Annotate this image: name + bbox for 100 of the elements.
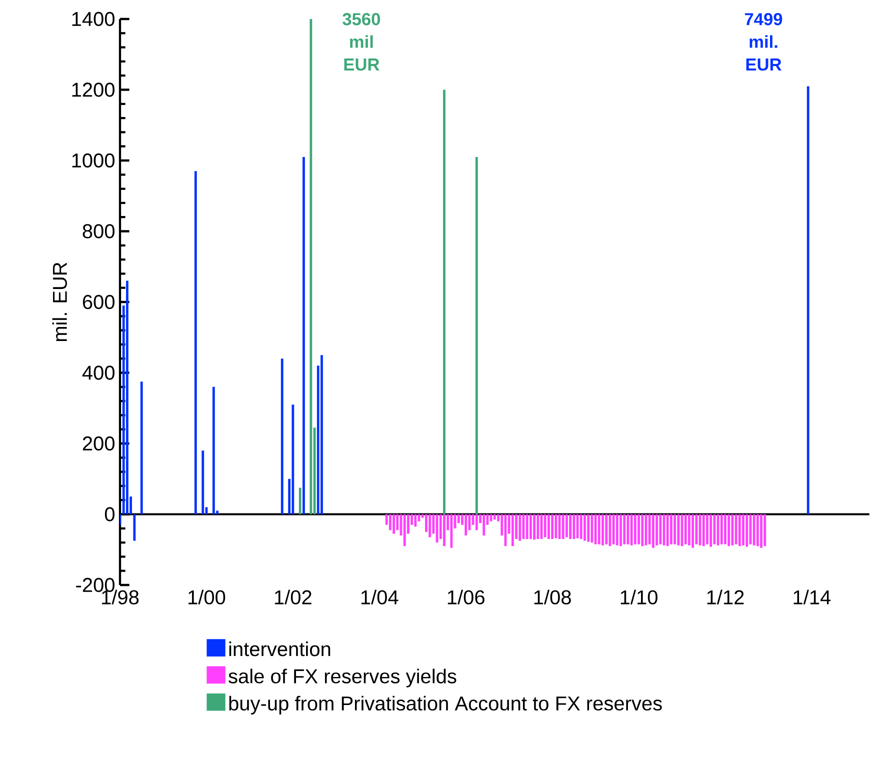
y-tick-label: 1200 [72, 82, 114, 97]
bar [212, 386, 215, 514]
bar [806, 86, 810, 514]
bar [590, 514, 594, 543]
x-tick-label: 1/14 [794, 590, 831, 604]
bar [566, 514, 568, 538]
bar [760, 514, 762, 548]
legend-label: sale of FX reserves yields [228, 668, 456, 688]
bar [529, 514, 532, 540]
bar [443, 514, 446, 546]
bar [728, 514, 730, 546]
bar [605, 514, 608, 544]
bar [320, 355, 323, 514]
bar [731, 514, 734, 546]
bar [652, 514, 654, 548]
bar [692, 514, 694, 548]
bar [666, 514, 669, 546]
bar [710, 514, 712, 547]
bar [126, 280, 128, 514]
bar [695, 514, 698, 544]
bar [638, 514, 640, 544]
bar [202, 450, 204, 514]
bar [756, 514, 759, 546]
bar [612, 514, 615, 544]
bar [738, 514, 741, 546]
bar [677, 514, 680, 546]
bar [598, 514, 600, 544]
bar [511, 514, 514, 546]
bar [616, 514, 618, 546]
x-tick-label: 1/10 [620, 590, 658, 604]
bar [584, 514, 586, 541]
bar [764, 514, 766, 546]
x-tick-label: 1/00 [188, 590, 226, 604]
bar [388, 514, 392, 530]
bar [292, 404, 294, 514]
bar [536, 514, 540, 540]
bar [493, 514, 496, 520]
bar [572, 514, 576, 540]
y-tick-label: 1400 [72, 12, 114, 26]
bar [630, 514, 633, 546]
bar [623, 514, 626, 544]
bar [140, 382, 143, 514]
bar [702, 514, 705, 546]
bar [428, 514, 432, 538]
y-tick-label: 600 [82, 294, 114, 310]
bar [490, 514, 492, 522]
bar [403, 514, 406, 546]
bar [656, 514, 658, 546]
x-tick-label: 1/02 [274, 590, 312, 604]
bar [533, 514, 536, 540]
bar [742, 514, 744, 546]
x-tick-label: 1/08 [534, 590, 571, 604]
y-tick-label: 1000 [72, 153, 114, 168]
bar [713, 514, 716, 544]
bar [684, 514, 687, 544]
bar [569, 514, 572, 540]
bar [551, 514, 554, 540]
bar [518, 514, 522, 541]
bar [310, 19, 312, 514]
annotation: 3560 mil EUR [342, 13, 380, 71]
bar [392, 514, 395, 534]
bar [580, 514, 582, 540]
bar [526, 514, 528, 540]
bar [133, 514, 136, 541]
bar [302, 156, 305, 514]
bar [194, 171, 197, 514]
bar [620, 514, 622, 546]
bar [544, 514, 546, 538]
bar [482, 514, 486, 536]
bar [688, 514, 690, 546]
bar [674, 514, 676, 544]
bar [752, 514, 756, 546]
bar [554, 514, 558, 538]
bar [746, 514, 748, 547]
bar [648, 514, 651, 544]
bar [720, 514, 723, 544]
x-tick-label: 1/12 [707, 590, 744, 604]
y-axis-title: mil. EUR [52, 262, 67, 342]
y-tick-label: 400 [82, 366, 114, 380]
y-tick-label: 800 [82, 224, 114, 238]
legend-label: intervention [229, 642, 330, 656]
legend-label: buy-up from Privatisation Account to FX reserves [229, 696, 662, 714]
bar [706, 514, 708, 544]
bar [475, 156, 478, 514]
bar [634, 514, 636, 544]
bar [587, 514, 590, 542]
bar [414, 514, 417, 527]
x-tick-label: 1/06 [448, 590, 484, 604]
bar [659, 514, 662, 544]
annotation: 7499 mil. EUR [744, 13, 782, 71]
bar [443, 90, 446, 514]
bar [464, 514, 468, 536]
bar [562, 514, 564, 540]
bar [602, 514, 604, 546]
bar [670, 514, 672, 544]
y-tick-label: 0 [104, 507, 114, 522]
bar [450, 514, 453, 548]
bar [548, 514, 550, 540]
y-tick-label: 200 [82, 436, 114, 451]
bar [724, 514, 726, 544]
